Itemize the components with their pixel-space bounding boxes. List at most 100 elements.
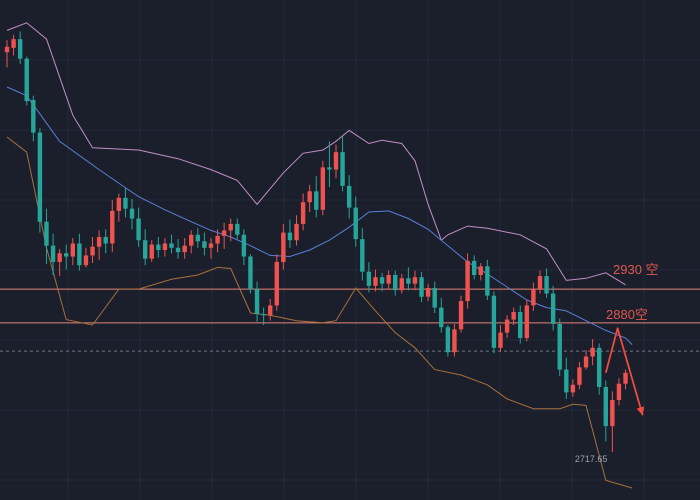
candle-body (445, 327, 451, 353)
candle-body (471, 260, 477, 275)
candle-body (590, 347, 595, 357)
candle-body (531, 289, 536, 306)
candle-body (616, 383, 622, 400)
candle-body (50, 245, 56, 262)
candle-body (366, 271, 372, 286)
candle-body (189, 234, 194, 246)
arrow-head (636, 406, 645, 416)
candle-body (83, 255, 89, 266)
candle-body (31, 100, 36, 133)
candle-body (103, 236, 108, 244)
candle-body (491, 295, 497, 348)
candle-body (458, 301, 464, 330)
candle-body (583, 356, 589, 368)
candle-body (4, 46, 10, 53)
candle-body (399, 278, 404, 291)
candle-body (537, 276, 543, 290)
candle-body (570, 384, 576, 393)
candle-body (504, 319, 510, 333)
candle-body (432, 288, 437, 308)
candle-body (235, 223, 240, 235)
candle-body (412, 277, 418, 284)
candle-body (142, 240, 148, 259)
candle-body (162, 243, 168, 250)
candle-body (511, 311, 516, 320)
candle-body (353, 207, 358, 240)
candle-body (379, 277, 385, 284)
candle-body (360, 239, 365, 272)
candle-body (386, 275, 391, 284)
candle-body (419, 277, 424, 297)
level-label: 2880空 (606, 307, 648, 322)
candle-body (57, 253, 62, 262)
candle-body (320, 167, 326, 210)
candle-body (564, 369, 569, 393)
candle-body (248, 256, 253, 290)
candle-body (96, 236, 102, 247)
candle-body (597, 347, 602, 387)
candle-body (254, 289, 260, 315)
candle-body (195, 234, 201, 242)
candle-body (17, 39, 23, 59)
candle-body (623, 372, 628, 384)
candle-body (202, 241, 207, 248)
lower-band-line (6, 136, 633, 489)
candle-body (327, 167, 332, 170)
candle-body (11, 39, 16, 48)
candle-body (314, 191, 319, 210)
candle-body (452, 329, 457, 353)
candle-body (175, 247, 181, 253)
projection-arrow (604, 327, 644, 416)
candle-body (44, 221, 49, 246)
candle-body (169, 243, 174, 248)
candle-body (281, 232, 286, 262)
candle-body (156, 244, 161, 250)
candle-body (333, 152, 339, 170)
candle-body (228, 223, 233, 231)
candle-body (77, 243, 82, 266)
candle-body (603, 386, 608, 427)
upper-band-line (6, 22, 626, 286)
candle-body (90, 246, 95, 256)
candle-body (268, 305, 273, 316)
candle-body (300, 202, 306, 224)
candle-body (123, 197, 128, 209)
low-price-label: 2717.65 (575, 454, 608, 464)
candle-body (393, 275, 398, 291)
candle-body (136, 218, 141, 241)
candle-body (261, 314, 266, 316)
candle-body (208, 243, 214, 248)
candle-body (544, 276, 549, 294)
candle-body (294, 223, 299, 241)
candle-body (524, 305, 530, 339)
candle-body (550, 293, 556, 324)
candle-body (485, 266, 490, 296)
candle-body (24, 58, 29, 102)
candle-body (346, 185, 352, 208)
candle-body (116, 197, 122, 211)
candle-body (149, 244, 154, 259)
candle-body (439, 307, 444, 328)
candle-body (425, 288, 431, 297)
candle-body (577, 367, 582, 385)
price-levels: 2930 空 2880空 (0, 262, 700, 352)
candle-body (465, 260, 470, 302)
candle-body (373, 277, 378, 286)
candle-body (215, 235, 220, 244)
candle-body (287, 232, 293, 241)
candle-body (182, 245, 187, 253)
candle-body (340, 152, 345, 186)
candle-body (241, 234, 247, 257)
candle-body (478, 266, 483, 275)
candle-body (307, 191, 312, 203)
level-label: 2930 空 (613, 262, 659, 277)
annotations: 2717.65 (575, 327, 645, 464)
candle-body (37, 132, 43, 222)
candle-body (221, 230, 227, 236)
candle-body (518, 311, 523, 339)
candle-body (64, 253, 69, 257)
middle-band-line (6, 86, 633, 345)
candle-body (406, 278, 411, 284)
